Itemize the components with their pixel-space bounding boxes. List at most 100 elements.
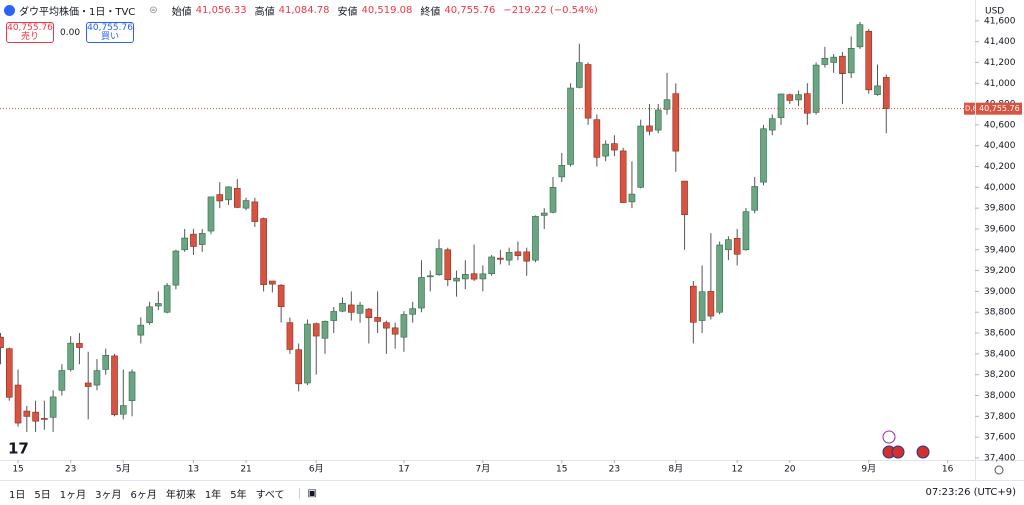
candle-body	[672, 93, 680, 152]
candle-body	[654, 109, 662, 131]
candle-body	[295, 349, 302, 385]
candle-body	[558, 165, 566, 178]
candle-body	[76, 343, 83, 348]
candle-body	[707, 291, 715, 317]
bottom-toolbar: 1日 5日 1ヶ月 3ヶ月 6ヶ月 年初来 1年 5年 すべて ▣ 07:23:26 (UTC+…	[0, 480, 1024, 505]
candle-body	[93, 370, 101, 386]
chart: USD 17 37,400 37,600 37,800 38,000 38,200 38,…	[0, 0, 1024, 480]
candle-body	[251, 201, 259, 222]
high-label: 高値	[254, 7, 275, 18]
candle-body	[146, 306, 153, 323]
y-tick-label: 40,000	[984, 183, 1016, 193]
date-range-icon[interactable]: ▣	[298, 487, 317, 499]
candle-body	[32, 411, 39, 422]
candle-body	[426, 275, 434, 278]
spread: 0.00	[60, 27, 81, 38]
candle-body	[497, 257, 504, 260]
candle-body	[821, 57, 829, 65]
change-value: −219.22 (−0.54%)	[503, 5, 598, 16]
candle-body	[409, 308, 416, 315]
candle-body	[663, 99, 671, 110]
candle-body	[462, 274, 469, 280]
range-button[interactable]: 1日	[9, 489, 26, 501]
event-icons	[882, 430, 930, 459]
candle-body	[593, 119, 601, 158]
candle-body	[163, 285, 171, 313]
candle-body	[330, 311, 338, 321]
candle-body	[786, 94, 794, 101]
candle-body	[540, 212, 548, 216]
candle-body	[41, 418, 48, 420]
x-tick-label: 15	[12, 465, 23, 475]
candle-body	[742, 211, 750, 251]
candle-body	[804, 93, 811, 114]
candle-body	[576, 62, 583, 88]
sell-label: 売り	[20, 32, 39, 42]
candle-body	[181, 237, 188, 251]
candle-body	[681, 180, 688, 216]
visibility-icon[interactable]: ⊜	[149, 5, 158, 16]
candle-body	[102, 355, 110, 370]
candle-body	[549, 187, 557, 213]
y-tick-label: 41,600	[984, 16, 1016, 26]
price-tag-box	[964, 102, 975, 115]
price-label: 40,755.76	[979, 104, 1020, 113]
symbol-icon	[4, 5, 15, 16]
candle-body	[856, 24, 864, 48]
x-tick-label: 9月	[861, 464, 876, 475]
y-tick-label: 39,400	[984, 245, 1016, 255]
y-tick-label: 38,400	[984, 349, 1016, 359]
candle-body	[190, 233, 197, 247]
x-tick-label: 15	[556, 465, 567, 475]
candle-body	[532, 216, 539, 261]
candle-body	[207, 196, 215, 232]
settings-icon[interactable]	[994, 465, 1004, 475]
candle-body	[646, 125, 653, 132]
range-button[interactable]: 5年	[230, 489, 247, 501]
y-tick-label: 37,800	[984, 412, 1016, 422]
candle-body	[453, 277, 460, 282]
range-button[interactable]: 1ヶ月	[59, 489, 87, 501]
y-tick-label: 38,200	[984, 370, 1016, 380]
candle-body	[619, 150, 627, 203]
candle-body	[312, 323, 320, 337]
range-button[interactable]: 5日	[34, 489, 51, 501]
candle-body	[479, 273, 487, 280]
candle-body	[286, 322, 294, 350]
y-tick-label: 39,000	[984, 287, 1016, 297]
range-button[interactable]: すべて	[255, 489, 285, 501]
candle-body	[725, 239, 732, 251]
candle-body	[847, 47, 855, 74]
y-tick-label: 40,600	[984, 120, 1016, 130]
candle-body	[523, 251, 531, 262]
x-tick-label: 5月	[116, 464, 131, 475]
tv-logo: 17	[8, 440, 29, 458]
candle-body	[155, 303, 162, 307]
x-tick-label: 20	[784, 465, 796, 475]
candle-body	[435, 248, 443, 276]
range-button[interactable]: 年初来	[165, 489, 196, 501]
candle-body	[216, 194, 224, 202]
y-tick-label: 41,200	[984, 58, 1016, 68]
candle-body	[733, 238, 741, 255]
candle-body	[198, 233, 206, 245]
candle-body	[611, 143, 618, 151]
range-button[interactable]: 3ヶ月	[95, 489, 122, 501]
clock: 07:23:26 (UTC+9)	[925, 487, 1016, 498]
range-button[interactable]: 1年	[204, 489, 222, 501]
close-label: 終値	[420, 7, 441, 18]
range-button[interactable]: 6ヶ月	[130, 489, 157, 501]
y-tick-label: 39,200	[984, 266, 1016, 276]
svg-text:17: 17	[8, 440, 29, 458]
price-tag: D,8	[965, 105, 977, 113]
sell-button[interactable]: 40,755.76 売り	[6, 22, 54, 43]
candle-body	[0, 336, 4, 348]
candle-body	[225, 186, 232, 201]
candle-body	[49, 396, 57, 418]
buy-price: 40,755.76	[87, 23, 133, 33]
buy-button[interactable]: 40,755.76 買い	[86, 22, 135, 43]
y-tick-label: 38,800	[984, 308, 1016, 318]
trade-panel: 40,755.76 売り 0.00 40,755.76 買い	[6, 22, 135, 43]
y-tick-label: 37,400	[984, 453, 1016, 463]
candle-body	[602, 143, 609, 157]
